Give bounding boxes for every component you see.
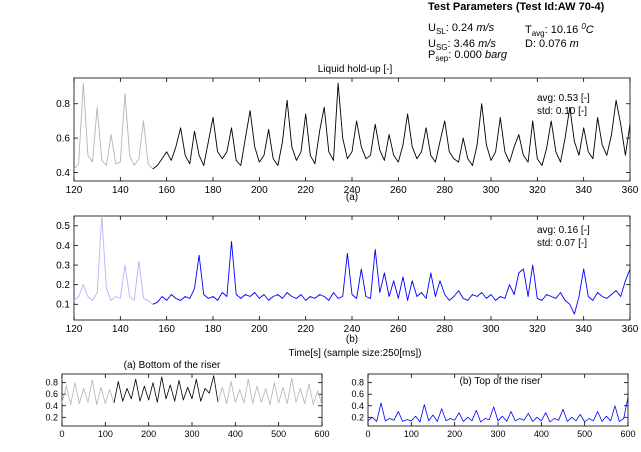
x-tick-label: 180 [205, 324, 222, 335]
y-tick-label: 0.6 [351, 389, 364, 399]
y-tick-label: 0.6 [45, 389, 58, 399]
x-tick-label: 180 [205, 185, 222, 196]
panel-bottom-holdup: Liquid hold-up [-] 120 140 160 180 200 220 240… [56, 64, 639, 203]
y-tick-label: 0.8 [45, 378, 58, 388]
x-tick-label: 500 [271, 429, 286, 439]
series-line [367, 397, 629, 423]
x-tick-label: 360 [622, 185, 639, 196]
x-tick-label: 160 [158, 324, 175, 335]
x-tick-label: 200 [141, 429, 156, 439]
x-tick-label: 320 [529, 185, 546, 196]
params-title: Test Parameters (Test Id:AW 70-4) [428, 1, 605, 13]
panel-a-title: Liquid hold-up [-] [318, 64, 393, 75]
param-d: D: 0.076 m [525, 38, 579, 50]
x-tick-label: 500 [577, 429, 592, 439]
x-tick-label: 220 [297, 185, 314, 196]
x-tick-label: 200 [447, 429, 462, 439]
x-tick-label: 300 [184, 429, 199, 439]
x-tick-label: 280 [436, 324, 453, 335]
series-line-faded [73, 215, 154, 305]
panel-caption: (a) [346, 192, 358, 203]
x-tick-label: 100 [98, 429, 113, 439]
y-tick-label: 0.2 [351, 412, 364, 422]
series-line [152, 241, 631, 315]
x-tick-label: 120 [66, 324, 83, 335]
y-tick-label: 0.3 [56, 260, 70, 271]
series-line-faded [61, 379, 115, 406]
x-tick-label: 140 [112, 324, 129, 335]
x-tick-label: 0 [59, 429, 64, 439]
stat-std: std: 0.07 [-] [537, 238, 587, 249]
stat-avg: avg: 0.53 [-] [537, 93, 590, 104]
x-tick-label: 200 [251, 185, 268, 196]
series-line-faded [217, 377, 323, 406]
x-tick-label: 140 [112, 185, 129, 196]
plot-frame [61, 373, 323, 427]
x-tick-label: 340 [575, 185, 592, 196]
y-tick-label: 0.4 [351, 401, 364, 411]
y-tick-label: 0.4 [56, 168, 70, 179]
stat-std: std: 0.10 [-] [537, 106, 587, 117]
x-tick-label: 320 [529, 324, 546, 335]
y-tick-label: 0.2 [56, 280, 70, 291]
series-line [152, 82, 631, 170]
x-tick-label: 300 [483, 324, 500, 335]
x-tick-label: 160 [158, 185, 175, 196]
stat-avg: avg: 0.16 [-] [537, 225, 590, 236]
panel-top-holdup: 120 140 160 180 200 220 240 260 280 300 320 340 360 0… [56, 215, 639, 345]
y-tick-label: 0.6 [56, 133, 70, 144]
y-tick-label: 0.8 [351, 378, 364, 388]
y-tick-label: 0.4 [56, 241, 70, 252]
x-tick-label: 300 [483, 185, 500, 196]
x-tick-label: 400 [534, 429, 549, 439]
param-usl: USL: 0.24 m/s [428, 22, 495, 36]
x-tick-label: 600 [314, 429, 329, 439]
panel-top-riser-overview: (b) Top of the riser 0 100 200 300 400 500 600… [351, 373, 636, 439]
x-tick-label: 240 [344, 185, 361, 196]
x-tick-label: 340 [575, 324, 592, 335]
x-tick-label: 100 [404, 429, 419, 439]
param-usg: USG: 3.46 m/s [428, 38, 496, 52]
y-tick-label: 0.4 [45, 401, 58, 411]
y-tick-label: 0.5 [56, 221, 70, 232]
panel-d-title: (b) Top of the riser [460, 376, 542, 387]
x-tick-label: 600 [620, 429, 635, 439]
panel-bottom-riser-overview: (a) Bottom of the riser 0 100 200 300 400 500… [45, 360, 329, 439]
param-tavg: Tavg: 10.16 0C [525, 22, 594, 38]
y-tick-label: 0.1 [56, 300, 70, 311]
x-tick-label: 260 [390, 324, 407, 335]
param-psep: Psep: 0.000 barg [428, 49, 508, 63]
test-parameters: Test Parameters (Test Id:AW 70-4) USL: 0… [428, 1, 605, 63]
x-axis-label: Time[s] (sample size:250[ms]) [289, 348, 422, 359]
x-tick-label: 300 [490, 429, 505, 439]
y-tick-label: 0.2 [45, 412, 58, 422]
x-tick-label: 220 [297, 324, 314, 335]
series-line [113, 375, 219, 403]
x-tick-label: 240 [344, 324, 361, 335]
y-tick-label: 0.8 [56, 99, 70, 110]
panel-c-title: (a) Bottom of the riser [124, 360, 221, 371]
panel-caption: (b) [346, 334, 358, 345]
x-tick-label: 120 [66, 185, 83, 196]
x-tick-label: 360 [622, 324, 639, 335]
x-tick-label: 200 [251, 324, 268, 335]
x-tick-label: 280 [436, 185, 453, 196]
series-line-faded [73, 82, 154, 170]
x-tick-label: 260 [390, 185, 407, 196]
x-tick-label: 400 [228, 429, 243, 439]
x-tick-label: 0 [365, 429, 370, 439]
